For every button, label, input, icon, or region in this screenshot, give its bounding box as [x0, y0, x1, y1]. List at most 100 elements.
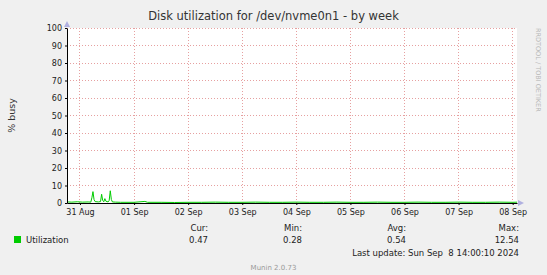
- x-tick-label: 07 Sep: [445, 208, 473, 217]
- legend-label: Utilization: [26, 235, 69, 245]
- y-tick: 80: [52, 59, 67, 68]
- y-tick: 10: [52, 182, 67, 191]
- x-tick: 07 Sep: [445, 203, 473, 217]
- x-grid-line: [242, 28, 243, 203]
- y-tick-label: 50: [52, 112, 62, 121]
- legend-stat-value: 0.28: [283, 235, 302, 245]
- x-tick: 01 Sep: [121, 203, 149, 217]
- legend-stat-header: Cur:: [190, 223, 208, 233]
- x-tick: 02 Sep: [175, 203, 203, 217]
- grid: [67, 28, 517, 203]
- y-grid-line: [67, 80, 517, 81]
- y-tick-label: 60: [52, 94, 62, 103]
- x-tick-label: 05 Sep: [337, 208, 365, 217]
- y-tick-mark: [65, 81, 67, 82]
- y-tick-mark: [65, 28, 67, 29]
- y-tick: 100: [47, 24, 67, 33]
- x-grid-line: [134, 28, 135, 203]
- chart: 0 10 20 30 40 50 60 70 80 90 100 31 Aug 01 Sep 02 Sep…: [0, 0, 547, 275]
- y-tick-label: 70: [52, 77, 62, 86]
- x-tick: 05 Sep: [337, 203, 365, 217]
- x-axis: 31 Aug 01 Sep 02 Sep 03 Sep 04 Sep 05 Sep 06 S…: [66, 203, 527, 217]
- x-tick-label: 03 Sep: [229, 208, 257, 217]
- x-tick: 06 Sep: [391, 203, 419, 217]
- y-axis-title: % busy: [6, 98, 17, 133]
- x-grid-line: [512, 28, 513, 203]
- y-axis-arrow: [64, 21, 70, 27]
- y-tick-mark: [65, 133, 67, 134]
- x-tick-mark: [134, 203, 135, 205]
- legend: Utilization Cur: Min: Avg: Max: 0.47 0.28 0.54 1…: [14, 223, 519, 245]
- y-tick: 90: [52, 42, 67, 51]
- y-axis: 0 10 20 30 40 50 60 70 80 90 100: [47, 24, 68, 208]
- title: Disk utilization for /dev/nvme0n1 - by w…: [148, 9, 399, 23]
- series-line: [67, 191, 517, 203]
- x-tick-label: 02 Sep: [175, 208, 203, 217]
- y-tick: 20: [52, 164, 67, 173]
- y-tick-label: 90: [52, 42, 62, 51]
- y-tick: 70: [52, 77, 67, 86]
- footer: Munin 2.0.73: [251, 264, 297, 272]
- y-axis-line: [67, 29, 68, 204]
- x-tick-mark: [513, 203, 514, 205]
- y-tick-mark: [65, 186, 67, 187]
- x-tick-label: 31 Aug: [66, 208, 94, 217]
- y-grid-line: [67, 150, 517, 151]
- y-grid-line: [67, 45, 517, 46]
- x-axis-arrow: [518, 200, 524, 206]
- last-update: Last update: Sun Sep 8 14:00:10 2024: [352, 248, 519, 258]
- plot-area: [67, 28, 517, 203]
- legend-stat-value: 12.54: [495, 235, 519, 245]
- legend-stat-header: Min:: [284, 223, 302, 233]
- x-tick: 08 Sep: [499, 203, 527, 217]
- x-grid-line: [79, 28, 80, 203]
- y-tick-label: 80: [52, 59, 62, 68]
- x-grid-line: [350, 28, 351, 203]
- x-grid-line: [296, 28, 297, 203]
- y-tick-mark: [65, 116, 67, 117]
- y-tick-label: 20: [52, 164, 62, 173]
- y-tick-mark: [65, 168, 67, 169]
- x-tick-mark: [296, 203, 297, 205]
- y-grid-line: [67, 63, 517, 64]
- x-grid-line: [188, 28, 189, 203]
- background: [0, 0, 547, 275]
- legend-stat-value: 0.54: [387, 235, 406, 245]
- legend-stat-value: 0.47: [189, 235, 208, 245]
- y-tick-mark: [65, 151, 67, 152]
- x-tick: 31 Aug: [66, 203, 94, 217]
- plot-marks: [67, 191, 517, 203]
- x-tick-mark: [80, 203, 81, 205]
- y-grid-line: [67, 168, 517, 169]
- y-tick: 30: [52, 147, 67, 156]
- x-tick-mark: [405, 203, 406, 205]
- x-tick: 04 Sep: [283, 203, 311, 217]
- y-tick-mark: [65, 46, 67, 47]
- y-grid-line: [67, 185, 517, 186]
- y-tick-label: 40: [52, 129, 62, 138]
- watermark: RRDTOOL / TOBI OETIKER: [534, 28, 542, 112]
- y-tick-label: 10: [52, 182, 62, 191]
- x-grid-line: [458, 28, 459, 203]
- x-tick-label: 06 Sep: [391, 208, 419, 217]
- y-tick: 60: [52, 94, 67, 103]
- x-tick-mark: [188, 203, 189, 205]
- x-tick-label: 08 Sep: [499, 208, 527, 217]
- x-tick-label: 01 Sep: [121, 208, 149, 217]
- x-grid-line: [404, 28, 405, 203]
- x-tick: 03 Sep: [229, 203, 257, 217]
- y-tick-label: 100: [47, 24, 62, 33]
- y-tick-label: 30: [52, 147, 62, 156]
- x-tick-mark: [242, 203, 243, 205]
- legend-stat-header: Max:: [499, 223, 519, 233]
- legend-swatch: [14, 236, 21, 243]
- y-tick-label: 0: [57, 199, 62, 208]
- x-tick-mark: [459, 203, 460, 205]
- y-tick: 40: [52, 129, 67, 138]
- y-tick-mark: [65, 203, 67, 204]
- y-tick-mark: [65, 98, 67, 99]
- y-tick-mark: [65, 63, 67, 64]
- x-tick-label: 04 Sep: [283, 208, 311, 217]
- legend-stat-header: Avg:: [387, 223, 406, 233]
- y-tick: 50: [52, 112, 67, 121]
